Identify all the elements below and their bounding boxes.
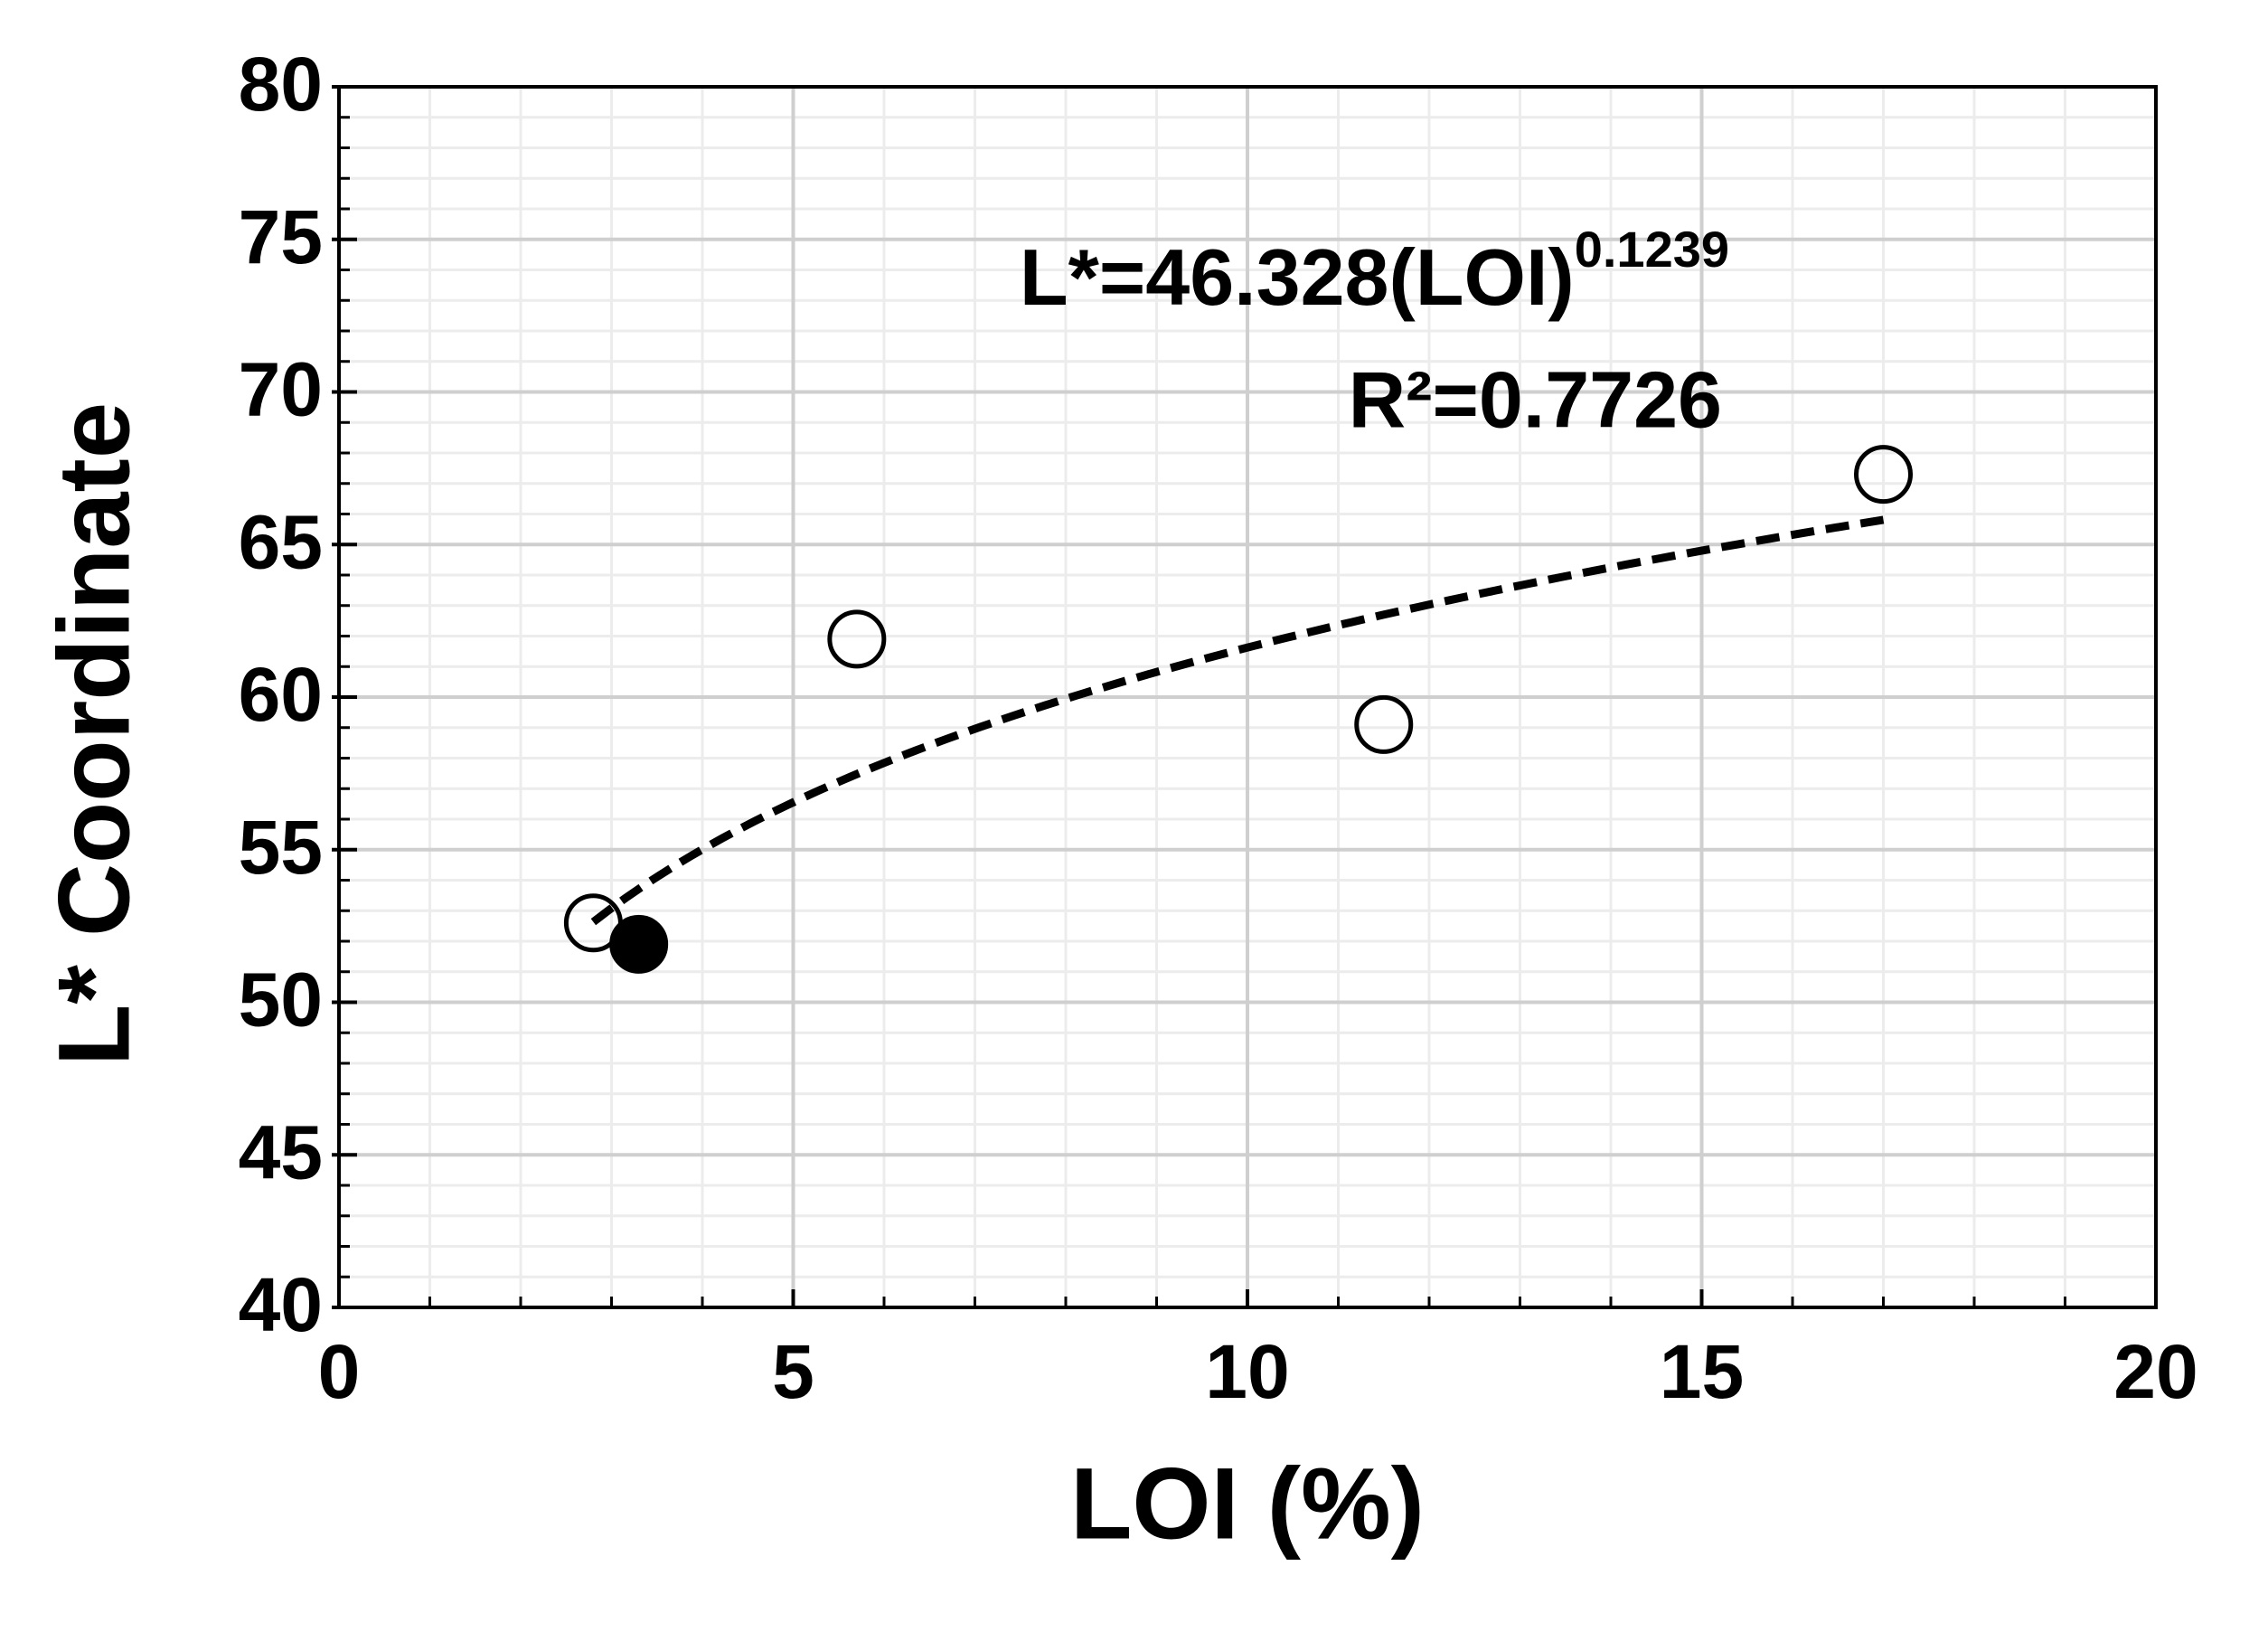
equation-exponent: 0.1239 [1575, 221, 1729, 278]
plot-frame [337, 85, 2158, 1309]
y-tick-label: 50 [239, 958, 323, 1042]
x-axis-title: LOI (%) [1070, 1448, 1425, 1561]
y-tick-label: 55 [239, 805, 323, 890]
x-tick-label: 0 [318, 1329, 361, 1414]
y-tick-label: 60 [239, 652, 323, 737]
y-axis-title: L* Coordinate [38, 402, 151, 1066]
x-tick-label: 15 [1660, 1329, 1744, 1414]
equation: L*=46.328(LOI)0.1239 [1020, 221, 1729, 322]
x-tick-label: 5 [772, 1329, 814, 1414]
y-tick-label: 65 [239, 499, 323, 584]
equation-text: L*=46.328(LOI) [1020, 232, 1575, 322]
data-point [1854, 445, 1913, 505]
data-point [827, 609, 887, 669]
y-tick-label: 45 [239, 1109, 323, 1194]
x-tick-label: 10 [1205, 1329, 1289, 1414]
y-tick-label: 70 [239, 347, 323, 432]
y-tick-label: 75 [239, 194, 323, 279]
y-tick-label: 40 [239, 1262, 323, 1347]
data-point [609, 914, 669, 974]
r-squared: R²=0.7726 [1349, 354, 1722, 444]
trendline [590, 515, 1885, 926]
x-tick-label: 20 [2113, 1329, 2197, 1414]
data-point [1354, 694, 1414, 754]
y-tick-label: 80 [239, 42, 323, 127]
